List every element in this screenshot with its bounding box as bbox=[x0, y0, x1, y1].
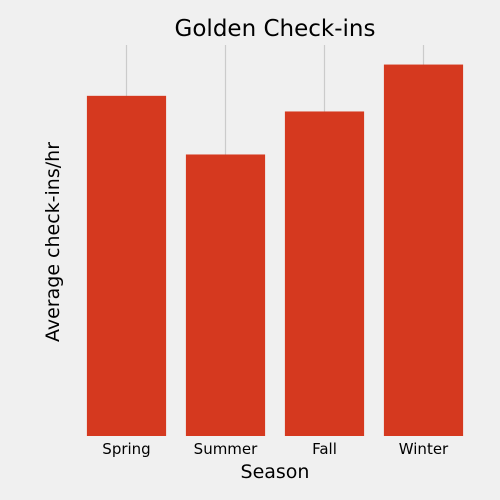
bar-summer bbox=[185, 154, 266, 437]
x-axis-label: Season bbox=[241, 461, 310, 483]
x-tick-label-fall: Fall bbox=[312, 440, 337, 458]
bars bbox=[86, 64, 464, 437]
bar-spring bbox=[86, 95, 167, 436]
gridlines bbox=[125, 45, 425, 436]
y-axis-label: Average check-ins/hr bbox=[42, 142, 64, 342]
x-tick-label-winter: Winter bbox=[399, 440, 449, 458]
x-tick-label-summer: Summer bbox=[194, 440, 258, 458]
chart-title: Golden Check-ins bbox=[175, 16, 376, 42]
x-tick-labels: Spring Summer Fall Winter bbox=[102, 440, 449, 458]
x-tick-label-spring: Spring bbox=[102, 440, 150, 458]
bar-winter bbox=[383, 64, 464, 437]
bar-fall bbox=[284, 111, 365, 436]
